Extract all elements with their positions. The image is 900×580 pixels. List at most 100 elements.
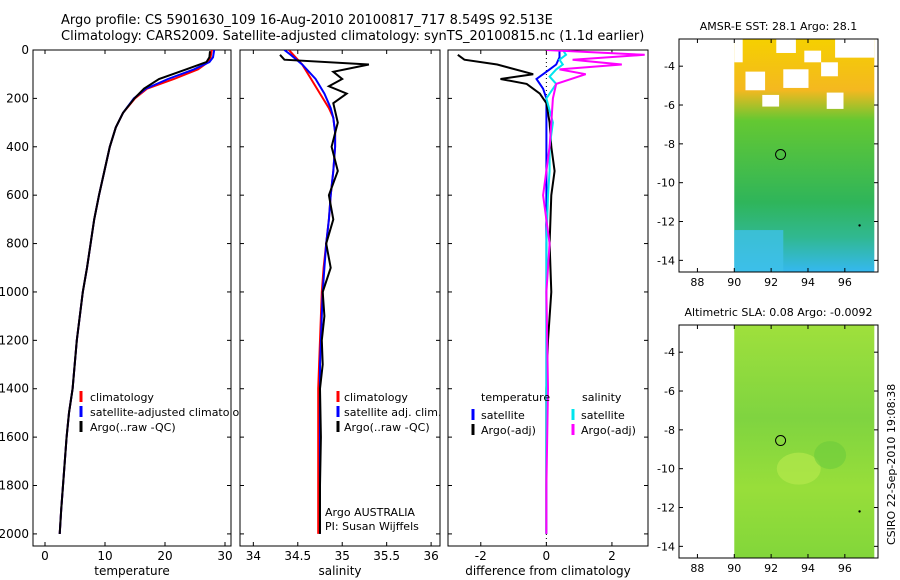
island-dot <box>858 224 861 227</box>
x-tick-label: 94 <box>801 562 815 575</box>
y-tick-label: -14 <box>657 540 675 553</box>
series-line-argo-raw-qc <box>279 54 370 534</box>
x-axis-label: salinity <box>318 564 361 578</box>
missing-data-patch <box>821 62 838 77</box>
y-tick-label: 0 <box>21 43 29 57</box>
x-tick-label: 90 <box>727 276 741 289</box>
map-data-field <box>734 325 875 558</box>
missing-data-patch <box>734 39 743 63</box>
y-tick-label: -6 <box>664 99 675 112</box>
legend-label: climatology <box>90 391 154 404</box>
y-tick-label: -6 <box>664 385 675 398</box>
plot-frame <box>32 49 232 547</box>
series-line-argo-raw-qc <box>58 51 211 534</box>
missing-data-patch <box>783 69 809 88</box>
temperature-panel: 0 10 20 30 0 200 400 600 800 1000 1200 1400 1600 1800… <box>0 43 253 578</box>
y-tick-label: -12 <box>657 502 675 515</box>
side-label: CSIRO 22-Sep-2010 19:08:38 <box>885 384 898 545</box>
x-tick-label: 10 <box>97 549 112 563</box>
plot-frame <box>447 49 649 547</box>
legend-label: Argo(-adj) <box>481 424 536 437</box>
sla-map-panel: Altimetric SLA: 0.08 Argo: -0.0092 88 90 92… <box>657 306 879 575</box>
x-tick-label: 88 <box>690 562 704 575</box>
y-tick-label: -8 <box>664 424 675 437</box>
map-frame <box>678 38 879 273</box>
y-tick-label: -14 <box>657 254 675 267</box>
legend-label: satellite <box>581 409 625 422</box>
series-line-salinity-argo-adj <box>542 50 645 534</box>
x-tick-label: 92 <box>764 276 778 289</box>
y-tick-label: 600 <box>6 188 29 202</box>
x-tick-label: 30 <box>217 549 232 563</box>
series-group <box>457 50 645 534</box>
x-tick-label: 2 <box>608 549 616 563</box>
x-tick-label: 20 <box>157 549 172 563</box>
legend-label: satellite <box>481 409 525 422</box>
map-title: Altimetric SLA: 0.08 Argo: -0.0092 <box>685 306 873 319</box>
missing-data-patch <box>804 50 822 63</box>
legend-label: satellite-adjusted climatology <box>90 406 253 419</box>
y-tick-label: 1200 <box>0 333 29 347</box>
figure-title-line-2: Climatology: CARS2009. Satellite-adjuste… <box>61 29 645 44</box>
island-dot <box>858 510 861 513</box>
legend-label: Argo(..raw -QC) <box>344 421 430 434</box>
x-tick-label: 36 <box>423 549 438 563</box>
sla-low-anomaly <box>814 441 847 470</box>
y-tick-label: -4 <box>664 346 675 359</box>
missing-data-patch <box>835 39 875 58</box>
x-tick-label: 0 <box>41 549 49 563</box>
legend-header: temperature <box>481 391 550 404</box>
y-tick-label: 1400 <box>0 382 29 396</box>
argo-position-marker <box>775 149 787 161</box>
salinity-panel: 34 34.5 35 35.5 36 salinity climatology satelli… <box>239 49 441 578</box>
x-tick-label: 34.5 <box>284 549 311 563</box>
figure-title-line-1: Argo profile: CS 5901630_109 16-Aug-2010… <box>61 13 553 28</box>
y-tick-label: -8 <box>664 138 675 151</box>
map-title: AMSR-E SST: 28.1 Argo: 28.1 <box>700 20 858 33</box>
y-tick-label: 1800 <box>0 479 29 493</box>
y-tick-label: 400 <box>6 140 29 154</box>
series-group <box>58 50 216 534</box>
sst-map-panel: AMSR-E SST: 28.1 Argo: 28.1 88 90 92 94 96 -4 -… <box>657 20 879 289</box>
series-line-salinity-satellite <box>545 50 568 534</box>
x-tick-label: 88 <box>690 276 704 289</box>
legend-label: Argo(..raw -QC) <box>90 421 176 434</box>
x-tick-label: 34 <box>246 549 261 563</box>
missing-data-patch <box>826 92 844 109</box>
y-tick-label: 1000 <box>0 285 29 299</box>
y-tick-label: 200 <box>6 91 29 105</box>
x-tick-label: 94 <box>801 276 815 289</box>
legend-header: salinity <box>582 391 622 404</box>
map-frame <box>678 324 879 559</box>
missing-data-patch <box>762 94 780 107</box>
missing-data-patch <box>776 39 796 53</box>
x-tick-label: 96 <box>838 562 852 575</box>
y-tick-label: -10 <box>657 463 675 476</box>
y-tick-label: -10 <box>657 177 675 190</box>
y-tick-label: 2000 <box>0 527 29 541</box>
x-axis-label: temperature <box>94 564 169 578</box>
missing-data-patch <box>745 71 766 91</box>
annotation-line: Argo AUSTRALIA <box>325 506 415 519</box>
cool-water-patch <box>734 230 784 272</box>
x-tick-label: -2 <box>475 549 487 563</box>
x-tick-label: 96 <box>838 276 852 289</box>
legend-label: satellite adj. clim. <box>344 406 441 419</box>
y-tick-label: 1600 <box>0 430 29 444</box>
annotation-line: PI: Susan Wijffels <box>325 520 419 533</box>
y-tick-label: -4 <box>664 60 675 73</box>
x-tick-label: 92 <box>764 562 778 575</box>
y-tick-label: -12 <box>657 216 675 229</box>
x-tick-label: 90 <box>727 562 741 575</box>
x-tick-label: 0 <box>543 549 551 563</box>
plot-frame <box>239 49 441 547</box>
x-tick-label: 35 <box>335 549 350 563</box>
legend-label: Argo(-adj) <box>581 424 636 437</box>
sla-high-anomaly <box>776 452 821 485</box>
series-group <box>279 50 370 534</box>
x-axis-label: difference from climatology <box>465 564 631 578</box>
x-tick-label: 35.5 <box>373 549 400 563</box>
argo-position-marker <box>775 435 787 447</box>
